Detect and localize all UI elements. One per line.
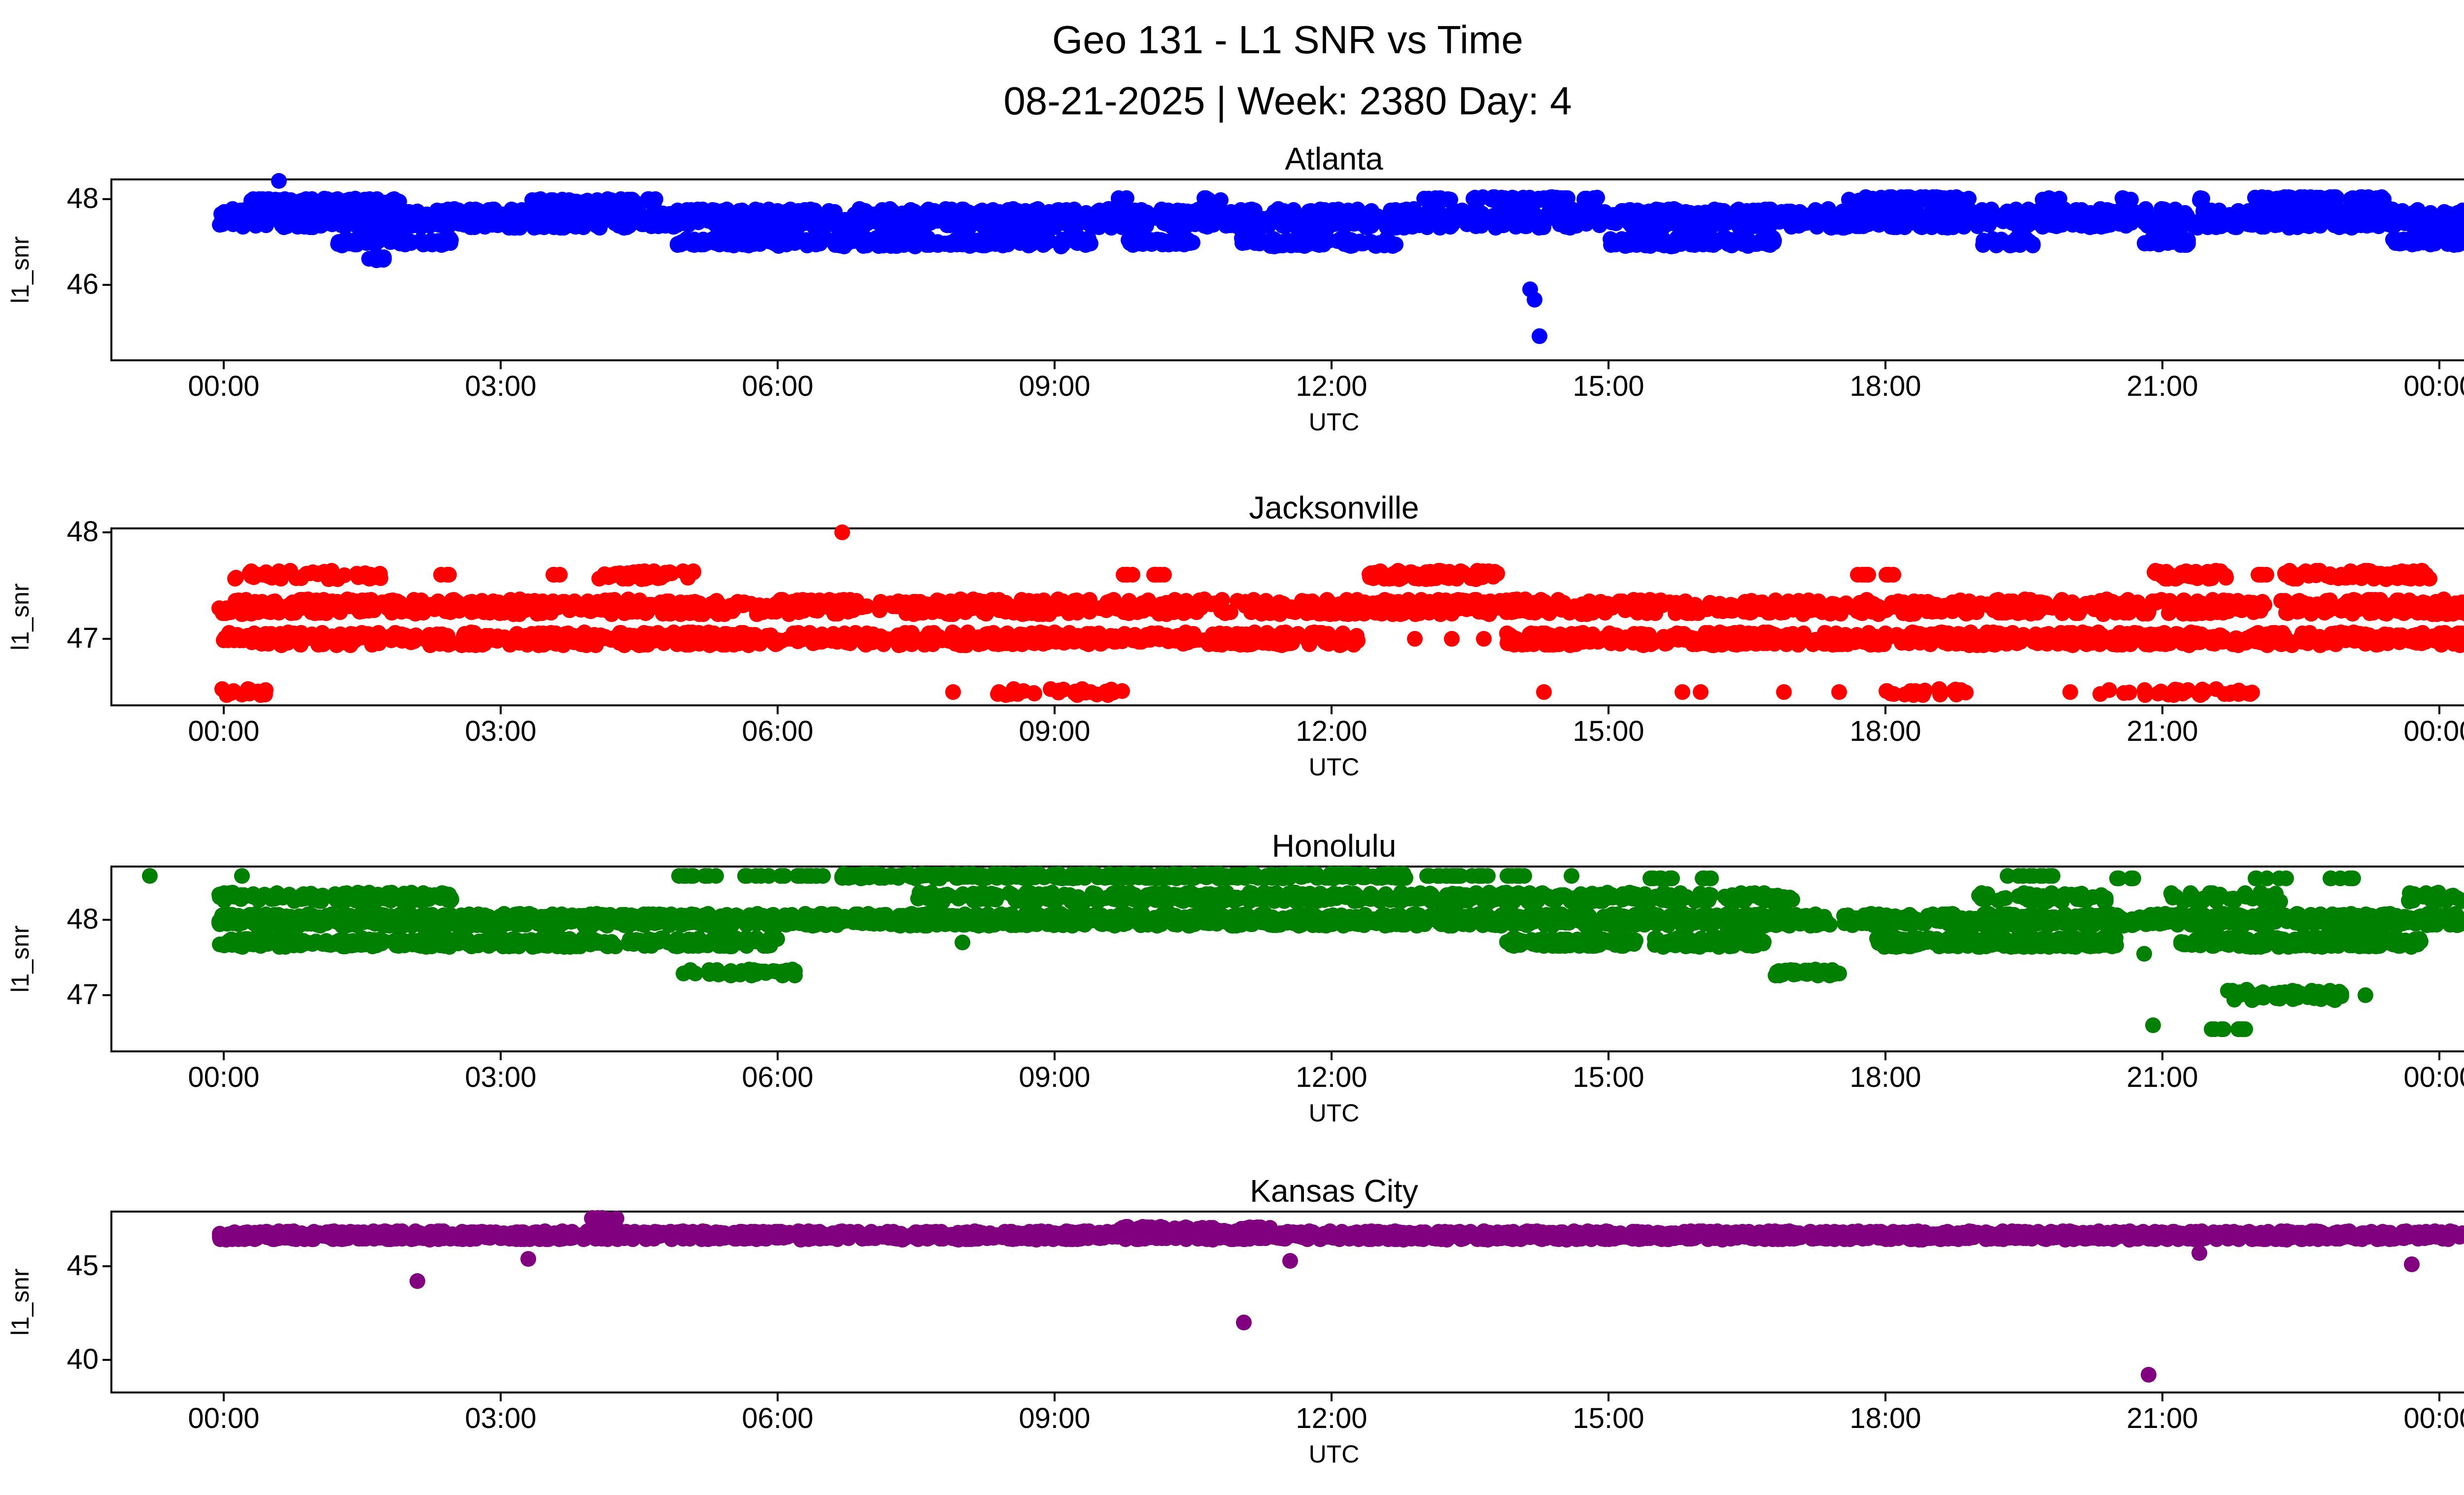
svg-text:06:00: 06:00	[742, 1061, 813, 1093]
svg-text:00:00: 00:00	[2403, 370, 2464, 402]
svg-text:48: 48	[67, 516, 99, 548]
svg-text:48: 48	[67, 182, 99, 214]
svg-text:09:00: 09:00	[1019, 715, 1090, 747]
svg-text:00:00: 00:00	[2403, 1402, 2464, 1434]
svg-text:l1_snr: l1_snr	[6, 1268, 34, 1335]
svg-text:21:00: 21:00	[2126, 715, 2198, 747]
svg-text:18:00: 18:00	[1849, 370, 1921, 402]
svg-text:47: 47	[67, 978, 99, 1010]
svg-text:Jacksonville: Jacksonville	[1249, 490, 1419, 525]
svg-text:12:00: 12:00	[1296, 715, 1367, 747]
svg-text:06:00: 06:00	[742, 1402, 813, 1434]
svg-text:09:00: 09:00	[1019, 370, 1090, 402]
svg-text:03:00: 03:00	[465, 370, 536, 402]
svg-text:18:00: 18:00	[1849, 1061, 1921, 1093]
svg-text:09:00: 09:00	[1019, 1402, 1090, 1434]
svg-text:06:00: 06:00	[742, 715, 813, 747]
svg-text:Atlanta: Atlanta	[1285, 141, 1383, 176]
svg-text:00:00: 00:00	[188, 370, 259, 402]
svg-text:UTC: UTC	[1309, 1440, 1360, 1468]
svg-text:15:00: 15:00	[1573, 370, 1644, 402]
svg-text:18:00: 18:00	[1849, 715, 1921, 747]
svg-text:00:00: 00:00	[188, 1402, 259, 1434]
svg-text:UTC: UTC	[1309, 408, 1360, 436]
svg-text:Geo 131 - L1 SNR vs Time: Geo 131 - L1 SNR vs Time	[1052, 18, 1523, 62]
svg-text:03:00: 03:00	[465, 715, 536, 747]
svg-text:UTC: UTC	[1309, 753, 1360, 781]
svg-text:12:00: 12:00	[1296, 1061, 1367, 1093]
svg-text:l1_snr: l1_snr	[6, 236, 34, 303]
svg-text:00:00: 00:00	[188, 715, 259, 747]
svg-text:03:00: 03:00	[465, 1402, 536, 1434]
svg-text:09:00: 09:00	[1019, 1061, 1090, 1093]
svg-text:12:00: 12:00	[1296, 370, 1367, 402]
svg-text:45: 45	[67, 1250, 99, 1282]
svg-text:21:00: 21:00	[2126, 1061, 2198, 1093]
svg-text:15:00: 15:00	[1573, 1061, 1644, 1093]
svg-text:08-21-2025 | Week: 2380 Day: 4: 08-21-2025 | Week: 2380 Day: 4	[1003, 79, 1572, 123]
svg-text:15:00: 15:00	[1573, 1402, 1644, 1434]
svg-text:46: 46	[67, 268, 99, 300]
svg-text:l1_snr: l1_snr	[6, 583, 34, 650]
svg-text:21:00: 21:00	[2126, 1402, 2198, 1434]
svg-text:40: 40	[67, 1343, 99, 1375]
svg-text:l1_snr: l1_snr	[6, 925, 34, 992]
svg-text:03:00: 03:00	[465, 1061, 536, 1093]
svg-text:00:00: 00:00	[188, 1061, 259, 1093]
svg-text:12:00: 12:00	[1296, 1402, 1367, 1434]
svg-text:06:00: 06:00	[742, 370, 813, 402]
svg-text:Honolulu: Honolulu	[1272, 828, 1397, 864]
svg-text:21:00: 21:00	[2126, 370, 2198, 402]
svg-text:48: 48	[67, 903, 99, 935]
svg-text:18:00: 18:00	[1849, 1402, 1921, 1434]
svg-text:00:00: 00:00	[2403, 1061, 2464, 1093]
svg-text:UTC: UTC	[1309, 1099, 1360, 1127]
svg-text:00:00: 00:00	[2403, 715, 2464, 747]
svg-text:15:00: 15:00	[1573, 715, 1644, 747]
svg-text:Kansas City: Kansas City	[1250, 1173, 1418, 1209]
svg-text:47: 47	[67, 622, 99, 654]
